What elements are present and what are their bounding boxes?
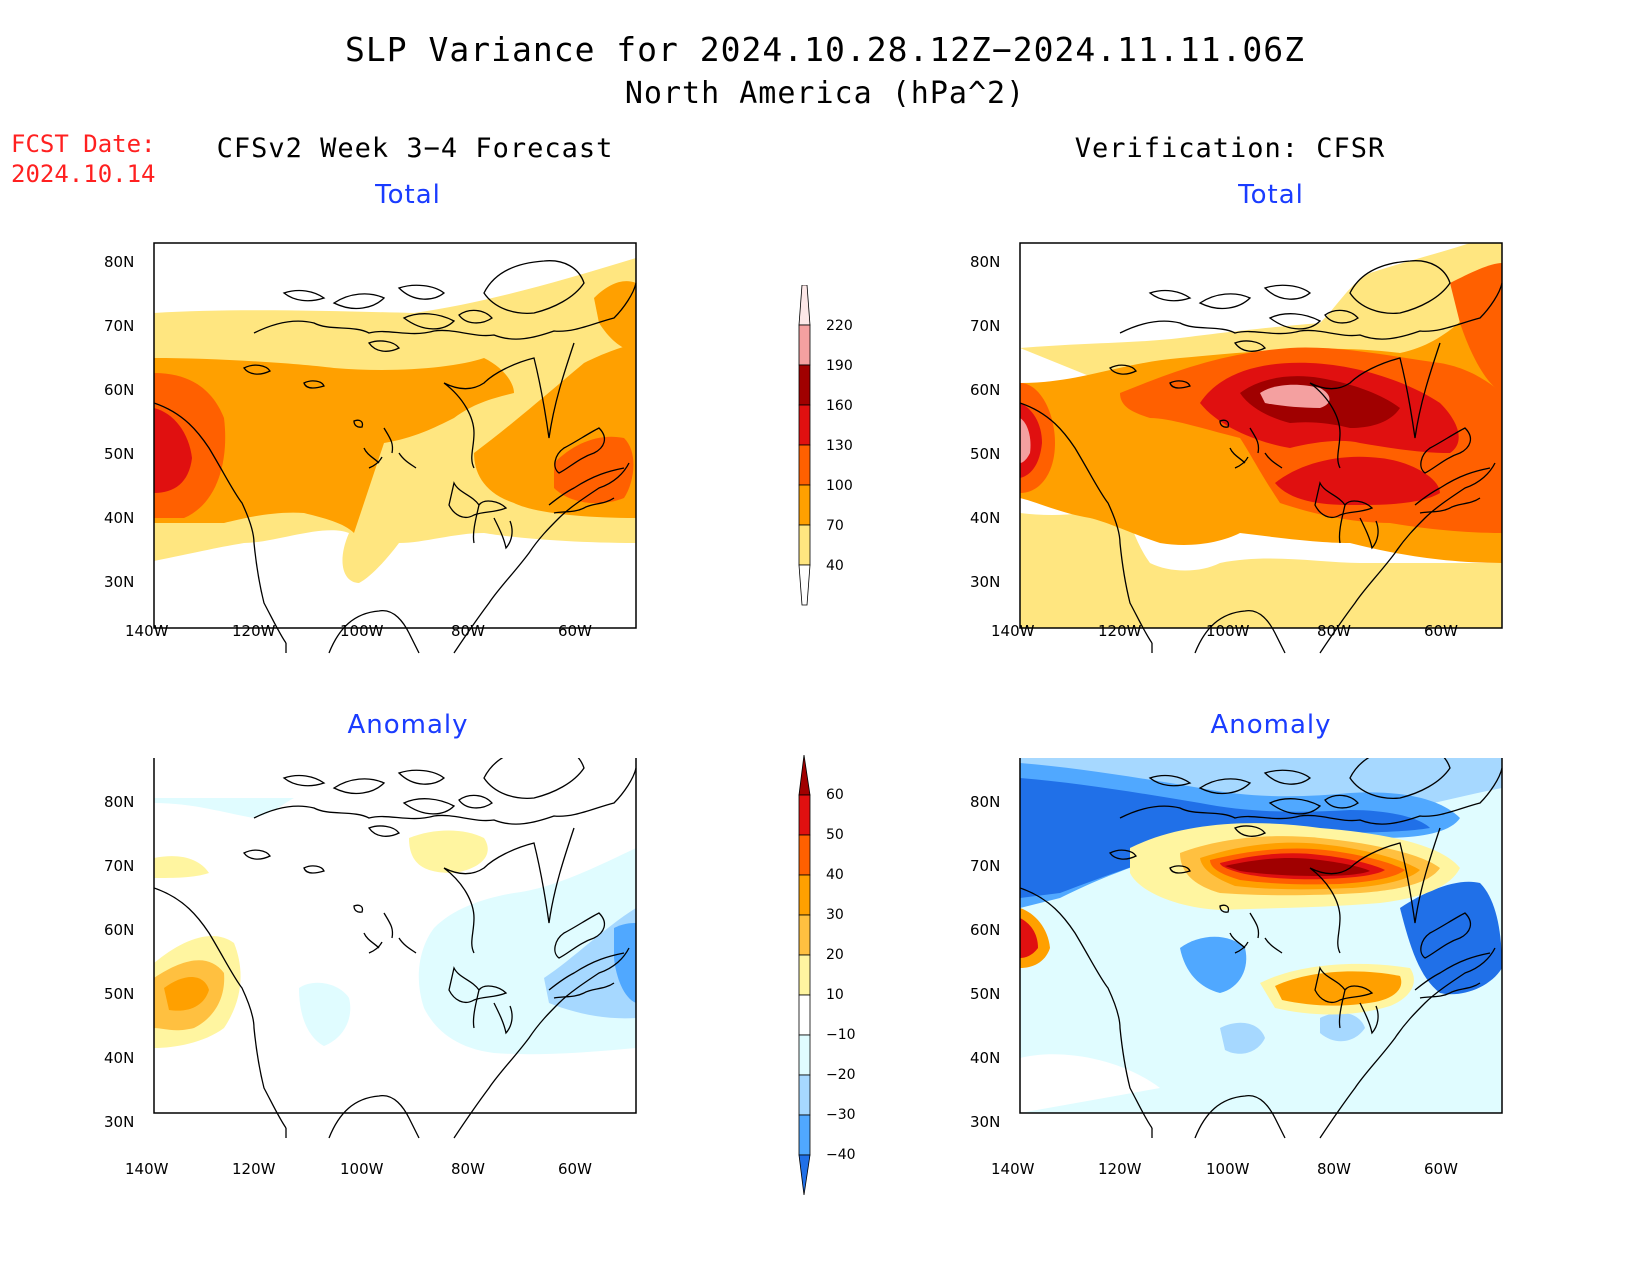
lat-tick: 50N: [970, 985, 1001, 1003]
map-forecast-total: [153, 242, 637, 654]
lon-tick: 120W: [1098, 1160, 1142, 1178]
lat-tick: 80N: [104, 253, 135, 271]
lat-tick: 60N: [104, 381, 135, 399]
colorbar-total: [798, 285, 811, 606]
lat-tick: 70N: [104, 317, 135, 335]
lon-tick: 60W: [1424, 1160, 1458, 1178]
main-subtitle: North America (hPa^2): [624, 76, 1026, 111]
map-forecast-anomaly: [153, 758, 637, 1139]
colorbar-anomaly-level: 50: [826, 827, 844, 843]
colorbar-anomaly-level: −20: [826, 1067, 856, 1083]
contour-neg10c: [299, 982, 351, 1046]
lon-tick: 140W: [991, 622, 1035, 640]
colorbar-anomaly-level: −10: [826, 1027, 856, 1043]
lat-tick: 80N: [970, 793, 1001, 811]
lat-tick: 60N: [970, 921, 1001, 939]
lat-tick: 70N: [970, 857, 1001, 875]
colorbar-anomaly: [798, 755, 811, 1196]
colorbar-total-level: 70: [826, 518, 844, 534]
contour-neg30: [614, 923, 636, 1003]
panel-title-verification-anomaly: Anomaly: [1210, 710, 1332, 740]
lon-tick: 140W: [125, 1160, 169, 1178]
contour-190: [1260, 384, 1330, 408]
lat-tick: 80N: [970, 253, 1001, 271]
colorbar-anomaly-level: −30: [826, 1107, 856, 1123]
lon-tick: 60W: [558, 622, 592, 640]
colorbar-anomaly-level: 60: [826, 787, 844, 803]
map-verification-total: [1019, 242, 1503, 654]
contour-neg30b: [1180, 936, 1247, 993]
lon-tick: 140W: [125, 622, 169, 640]
contour-70: [154, 358, 514, 533]
contour-10c: [154, 856, 209, 878]
contour-130b: [1275, 456, 1440, 505]
lat-tick: 30N: [970, 1113, 1001, 1131]
lat-tick: 40N: [104, 509, 135, 527]
colorbar-anomaly-level: 10: [826, 987, 844, 1003]
contour-pos-west-core: [1020, 918, 1038, 958]
lon-tick: 120W: [232, 1160, 276, 1178]
contour-100b: [1450, 263, 1502, 393]
lat-tick: 50N: [104, 985, 135, 1003]
forecast-column-title: CFSv2 Week 3−4 Forecast: [216, 133, 614, 164]
colorbar-anomaly-level: 20: [826, 947, 844, 963]
lon-tick: 120W: [1098, 622, 1142, 640]
lat-tick: 30N: [970, 573, 1001, 591]
contour-neg10: [154, 798, 294, 818]
colorbar-anomaly-level: 40: [826, 867, 844, 883]
contour-30b: [1275, 971, 1402, 1006]
colorbar-anomaly-level: −40: [826, 1147, 856, 1163]
main-title: SLP Variance for 2024.10.28.12Z−2024.11.…: [345, 30, 1305, 69]
contour-10b: [409, 830, 488, 873]
lat-tick: 70N: [104, 857, 135, 875]
contour-190b: [1020, 418, 1031, 463]
lat-tick: 40N: [970, 509, 1001, 527]
contour-neg20: [544, 908, 636, 1019]
contour-60: [1225, 858, 1370, 876]
lat-tick: 50N: [970, 445, 1001, 463]
map-verification-anomaly: [1019, 758, 1503, 1139]
lat-tick: 60N: [970, 381, 1001, 399]
contour-100b: [554, 436, 634, 504]
colorbar-total-level: 100: [826, 478, 853, 494]
lon-tick: 120W: [232, 622, 276, 640]
lon-tick: 100W: [340, 622, 384, 640]
lon-tick: 60W: [558, 1160, 592, 1178]
colorbar-total-level: 160: [826, 398, 853, 414]
fcst-date-value: 2024.10.14: [11, 160, 156, 188]
lat-tick: 80N: [104, 793, 135, 811]
panel-title-forecast-total: Total: [375, 180, 441, 210]
lat-tick: 50N: [104, 445, 135, 463]
lon-tick: 100W: [1206, 1160, 1250, 1178]
lon-tick: 100W: [1206, 622, 1250, 640]
contour-neg10: [1020, 1054, 1160, 1113]
lon-tick: 140W: [991, 1160, 1035, 1178]
contour-130: [154, 408, 192, 493]
colorbar-total-level: 190: [826, 358, 853, 374]
contour-neg40b: [1400, 881, 1502, 995]
fcst-date-label: FCST Date:: [11, 130, 156, 158]
lat-tick: 40N: [970, 1049, 1001, 1067]
colorbar-anomaly-level: 30: [826, 907, 844, 923]
lon-tick: 60W: [1424, 622, 1458, 640]
contour-30: [164, 976, 209, 1011]
verification-column-title: Verification: CFSR: [1074, 133, 1386, 164]
lat-tick: 70N: [970, 317, 1001, 335]
colorbar-total-level: 220: [826, 318, 853, 334]
lon-tick: 80W: [1317, 1160, 1351, 1178]
colorbar-total-level: 40: [826, 558, 844, 574]
lat-tick: 60N: [104, 921, 135, 939]
lat-tick: 30N: [104, 1113, 135, 1131]
contour-neg20b: [1220, 1012, 1365, 1054]
panel-title-forecast-anomaly: Anomaly: [347, 710, 469, 740]
lat-tick: 40N: [104, 1049, 135, 1067]
colorbar-total-level: 130: [826, 438, 853, 454]
lat-tick: 30N: [104, 573, 135, 591]
lon-tick: 100W: [340, 1160, 384, 1178]
lon-tick: 80W: [451, 622, 485, 640]
panel-title-verification-total: Total: [1238, 180, 1304, 210]
lon-tick: 80W: [1317, 622, 1351, 640]
lon-tick: 80W: [451, 1160, 485, 1178]
